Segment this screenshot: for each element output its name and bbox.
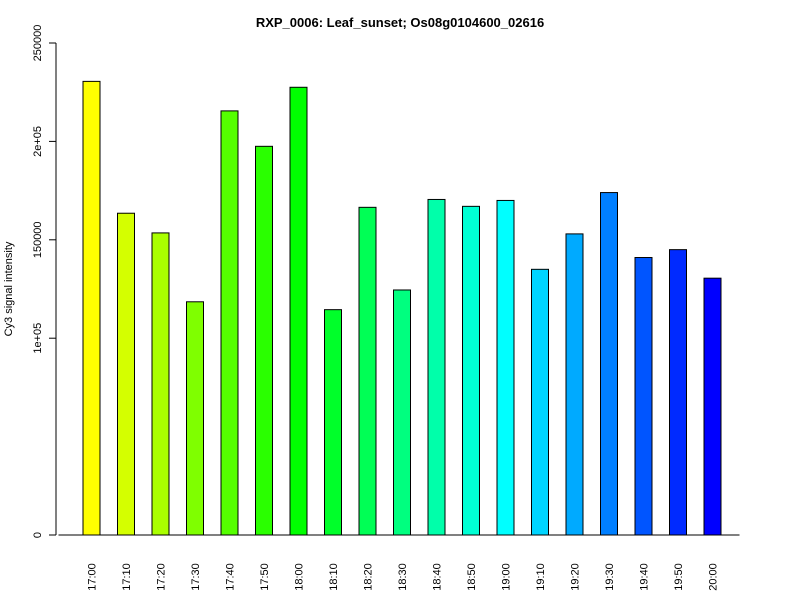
bar — [462, 205, 480, 536]
bar — [82, 80, 101, 536]
bar — [600, 192, 618, 536]
bar — [703, 277, 722, 536]
bar — [151, 232, 170, 536]
x-tick-label: 18:50 — [466, 563, 478, 591]
bar — [496, 199, 515, 536]
x-tick-label: 18:10 — [328, 563, 340, 591]
x-tick-label: 18:30 — [397, 563, 409, 591]
bar — [255, 145, 273, 536]
bar — [117, 212, 135, 536]
x-tick-label: 20:00 — [708, 563, 720, 591]
y-tick-label: 0 — [32, 532, 44, 538]
x-axis: 17:00 17:10 17:20 17:30 17:40 17:50 18:00 18:10… — [58, 534, 740, 591]
x-tick-label: 19:00 — [501, 563, 513, 591]
x-tick-label: 19:40 — [639, 563, 651, 591]
x-tick-label: 19:30 — [604, 563, 616, 591]
x-tick-label: 19:10 — [535, 563, 547, 591]
x-tick-label: 19:50 — [673, 563, 685, 591]
y-tick-label: 2e+05 — [32, 126, 44, 157]
y-axis: 0 1e+05 150000 2e+05 250000 — [32, 25, 57, 538]
x-tick-label: 17:00 — [87, 563, 99, 591]
y-tick-label: 150000 — [32, 221, 44, 258]
x-tick-label: 17:30 — [190, 563, 202, 591]
x-tick-label: 17:50 — [259, 563, 271, 591]
bar — [427, 198, 446, 536]
x-tick-label: 18:00 — [294, 563, 306, 591]
bar — [186, 301, 204, 536]
x-tick-label: 18:20 — [363, 563, 375, 591]
bar — [531, 268, 549, 536]
bar — [358, 206, 377, 536]
y-tick-label: 250000 — [32, 25, 44, 62]
x-tick-label: 19:20 — [570, 563, 582, 591]
bar — [393, 289, 411, 536]
chart-title: RXP_0006: Leaf_sunset; Os08g0104600_0261… — [256, 15, 544, 30]
x-tick-label: 17:40 — [225, 563, 237, 591]
bars-group — [82, 80, 722, 536]
bar — [669, 249, 687, 536]
x-tick-label: 17:20 — [156, 563, 168, 591]
x-tick-label: 17:10 — [121, 563, 133, 591]
bar — [289, 86, 308, 536]
x-tick-label: 18:40 — [432, 563, 444, 591]
y-axis-label: Cy3 signal intensity — [3, 241, 15, 336]
bar — [324, 309, 342, 536]
bar — [565, 233, 584, 536]
y-tick-label: 1e+05 — [32, 323, 44, 354]
bar — [634, 257, 653, 536]
bar — [220, 110, 239, 536]
